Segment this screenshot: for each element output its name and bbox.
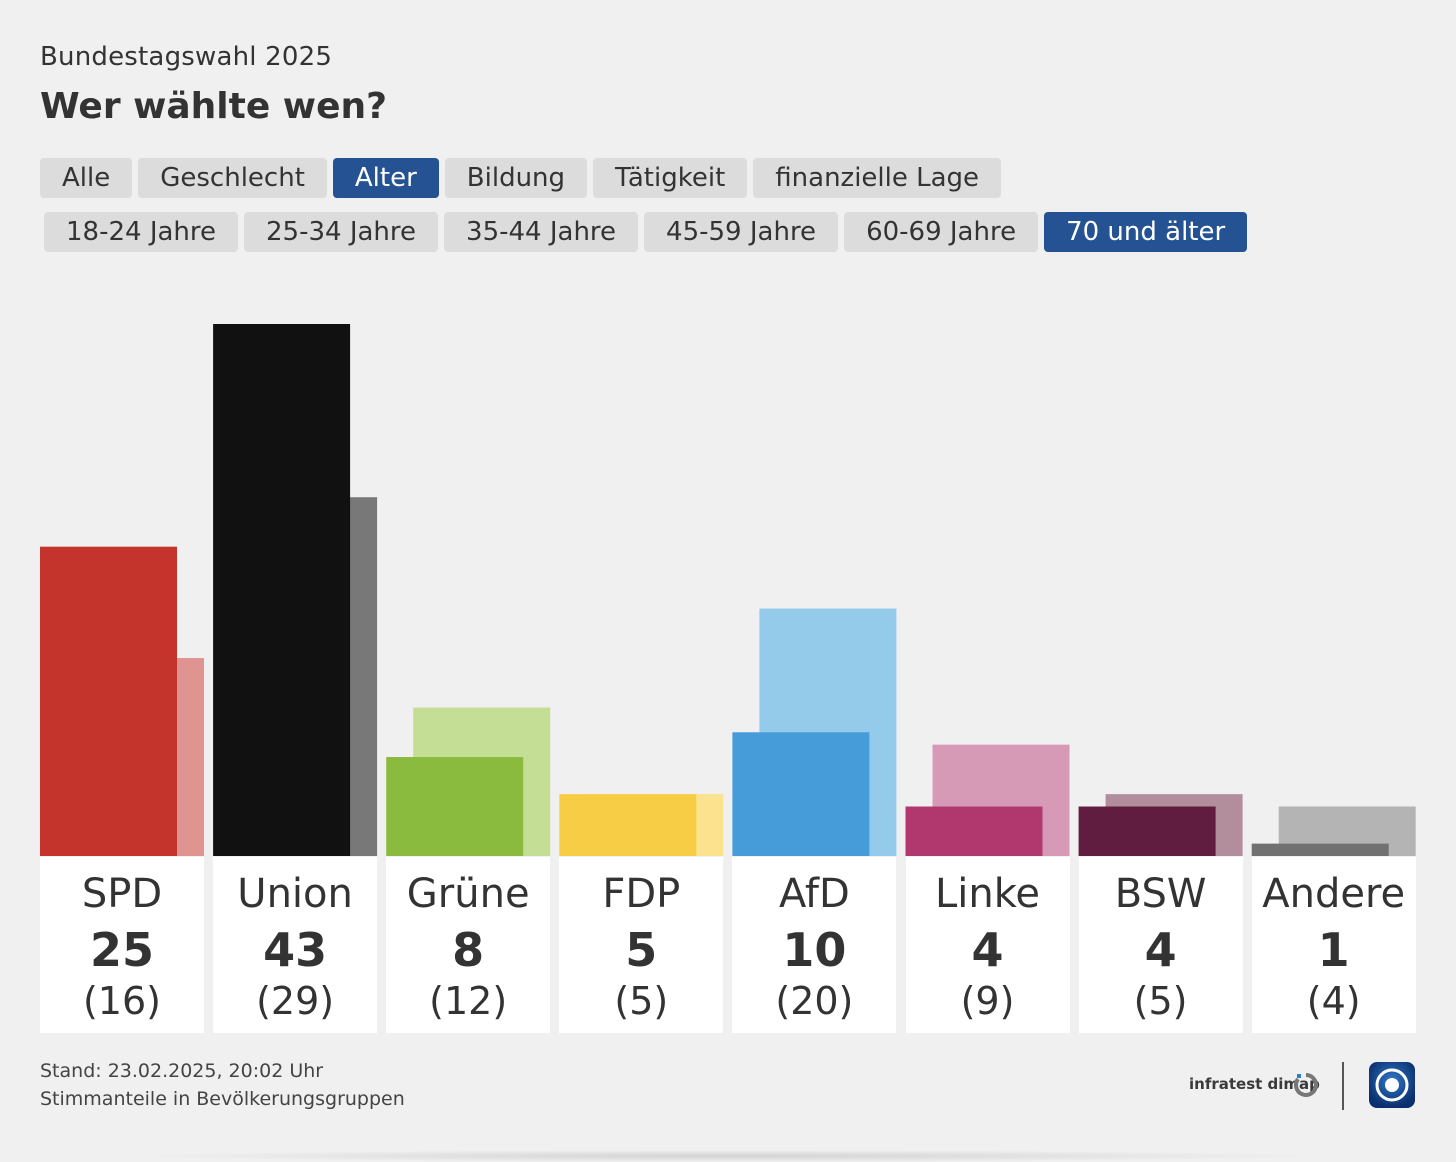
previous-vote-share: (20) xyxy=(775,979,854,1023)
vote-share-value: 1 xyxy=(1317,923,1350,977)
party-card-bsw: BSW 4 (5) xyxy=(1078,857,1243,1033)
party-name: Union xyxy=(237,871,353,917)
bar-current-linke xyxy=(905,806,1043,856)
party-card-spd: SPD 25 (16) xyxy=(40,857,204,1033)
bottom-shadow xyxy=(120,1150,1336,1162)
previous-vote-share: (29) xyxy=(256,979,335,1023)
vote-share-value: 4 xyxy=(1144,923,1177,977)
vote-share-value: 25 xyxy=(89,923,154,977)
previous-vote-share: (12) xyxy=(429,979,508,1023)
previous-vote-share: (9) xyxy=(960,979,1015,1023)
bar-current-spd xyxy=(40,546,177,856)
party-card-linke: Linke 4 (9) xyxy=(905,857,1070,1033)
bar-current-grüne xyxy=(386,757,524,856)
tab-finanzielle-lage[interactable]: finanzielle Lage xyxy=(753,158,1002,198)
vote-share-value: 8 xyxy=(452,923,485,977)
party-name: Andere xyxy=(1262,871,1406,917)
previous-vote-share: (16) xyxy=(82,979,161,1023)
tab-taetigkeit[interactable]: Tätigkeit xyxy=(593,158,748,198)
party-name: Linke xyxy=(934,871,1041,917)
chart-title: Wer wählte wen? xyxy=(40,86,387,127)
previous-vote-share: (5) xyxy=(1133,979,1188,1023)
party-card-andere: Andere 1 (4) xyxy=(1251,857,1416,1033)
footnote: Stimmanteile in Bevölkerungsgruppen xyxy=(40,1088,405,1110)
tagesschau-logo-icon xyxy=(1369,1062,1415,1108)
party-name: AfD xyxy=(778,871,850,917)
previous-vote-share: (5) xyxy=(614,979,669,1023)
subtab-18-24[interactable]: 18-24 Jahre xyxy=(44,212,239,252)
tab-geschlecht[interactable]: Geschlecht xyxy=(138,158,327,198)
tab-alle[interactable]: Alle xyxy=(40,158,133,198)
vote-share-value: 43 xyxy=(263,923,328,977)
vote-share-value: 10 xyxy=(782,923,847,977)
vote-share-value: 4 xyxy=(971,923,1004,977)
party-name: Grüne xyxy=(406,871,530,917)
tab-bildung[interactable]: Bildung xyxy=(444,158,588,198)
party-name: BSW xyxy=(1114,871,1207,917)
tab-alter[interactable]: Alter xyxy=(332,158,439,198)
category-tabs: Alle Geschlecht Alter Bildung Tätigkeit … xyxy=(40,158,1002,198)
chart-subtitle: Bundestagswahl 2025 xyxy=(40,42,333,72)
age-tabs: 18-24 Jahre 25-34 Jahre 35-44 Jahre 45-5… xyxy=(44,212,1248,252)
party-card-union: Union 43 (29) xyxy=(213,857,378,1033)
previous-vote-share: (4) xyxy=(1306,979,1361,1023)
timestamp: Stand: 23.02.2025, 20:02 Uhr xyxy=(40,1060,324,1082)
bar-current-union xyxy=(213,324,351,856)
subtab-60-69[interactable]: 60-69 Jahre xyxy=(844,212,1039,252)
subtab-25-34[interactable]: 25-34 Jahre xyxy=(244,212,439,252)
vote-share-value: 5 xyxy=(625,923,658,977)
party-name: FDP xyxy=(602,871,681,917)
party-name: SPD xyxy=(81,871,163,917)
subtab-70-plus[interactable]: 70 und älter xyxy=(1044,212,1248,252)
footer-divider xyxy=(1342,1062,1344,1110)
source-label: infratest dimap xyxy=(1189,1075,1320,1093)
party-card-afd: AfD 10 (20) xyxy=(732,857,897,1033)
bar-current-andere xyxy=(1251,843,1389,856)
bar-current-bsw xyxy=(1078,806,1216,856)
bar-current-afd xyxy=(732,732,870,856)
subtab-45-59[interactable]: 45-59 Jahre xyxy=(644,212,839,252)
party-card-fdp: FDP 5 (5) xyxy=(559,857,724,1033)
party-card-grüne: Grüne 8 (12) xyxy=(386,857,551,1033)
infratest-dimap-logo-icon xyxy=(1294,1073,1318,1097)
bar-current-fdp xyxy=(559,794,697,856)
subtab-35-44[interactable]: 35-44 Jahre xyxy=(444,212,639,252)
